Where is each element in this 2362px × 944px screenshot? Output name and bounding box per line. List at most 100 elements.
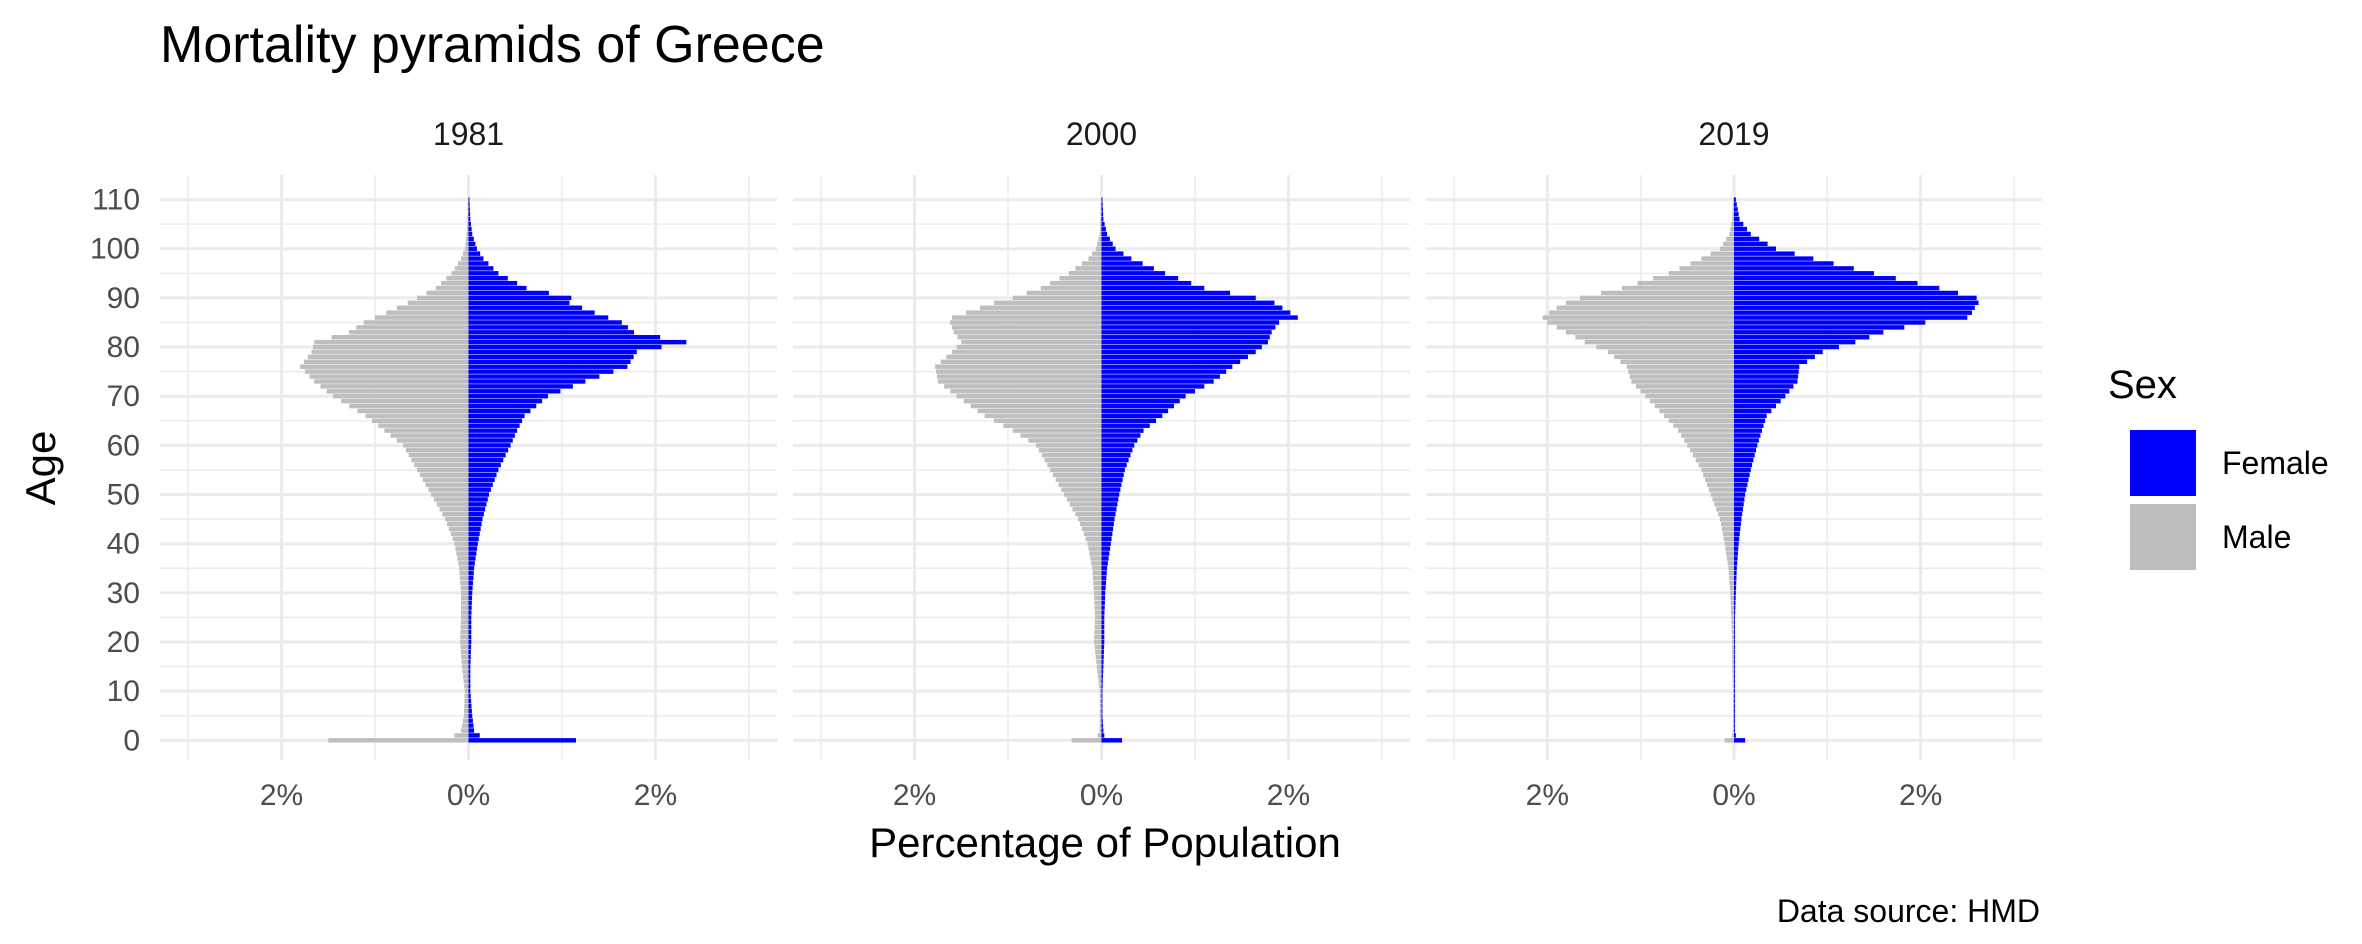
bar-female-age-15 — [1101, 664, 1104, 669]
bar-female-age-11 — [1101, 684, 1103, 689]
bar-male-age-92 — [1622, 285, 1734, 291]
bar-male-age-61 — [1028, 438, 1102, 443]
bar-female-age-104 — [468, 226, 472, 232]
bar-female-age-81 — [468, 339, 687, 345]
bar-female-age-8 — [1101, 698, 1103, 704]
bar-male-age-59 — [405, 448, 469, 453]
facet-label-1981: 1981 — [433, 116, 504, 152]
bar-female-age-18 — [1101, 649, 1104, 655]
bar-female-age-29 — [1101, 595, 1106, 600]
bar-female-age-37 — [1101, 556, 1109, 561]
bar-female-age-95 — [1101, 271, 1166, 276]
bar-female-age-20 — [1101, 639, 1105, 645]
bar-male-age-83 — [1566, 330, 1734, 335]
bar-female-age-64 — [468, 423, 520, 428]
bar-male-age-20 — [460, 639, 469, 645]
bar-male-age-6 — [1099, 708, 1102, 714]
bar-male-age-97 — [457, 261, 469, 266]
bar-male-age-10 — [464, 688, 469, 694]
bar-female-age-29 — [468, 595, 473, 600]
bar-female-age-80 — [1734, 344, 1839, 350]
bar-female-age-17 — [1101, 654, 1104, 659]
bar-male-age-42 — [450, 531, 469, 537]
bar-female-age-77 — [1101, 359, 1241, 365]
bar-male-age-37 — [1726, 556, 1734, 561]
bar-female-age-53 — [1734, 477, 1749, 483]
bar-male-age-91 — [426, 290, 469, 296]
bar-male-age-103 — [1099, 231, 1102, 237]
bar-female-age-75 — [1734, 369, 1799, 374]
bar-male-age-81 — [314, 339, 469, 345]
bar-female-age-81 — [1734, 339, 1856, 345]
bar-female-age-65 — [468, 418, 523, 424]
bar-female-age-14 — [1101, 669, 1104, 674]
bar-male-age-49 — [1712, 497, 1734, 502]
bar-female-age-74 — [1101, 374, 1220, 379]
bar-male-age-87 — [386, 310, 469, 315]
bar-female-age-52 — [468, 482, 493, 487]
bar-male-age-76 — [935, 364, 1102, 369]
x-axis-label: Percentage of Population — [869, 819, 1341, 866]
bar-male-age-20 — [1094, 639, 1102, 645]
bar-male-age-4 — [1733, 718, 1734, 723]
bar-female-age-52 — [1101, 482, 1122, 487]
bar-male-age-90 — [417, 295, 469, 301]
bar-male-age-10 — [1099, 688, 1102, 694]
bar-female-age-51 — [468, 487, 491, 492]
bar-female-age-26 — [1101, 610, 1105, 615]
bar-male-age-75 — [304, 369, 469, 374]
bar-female-age-67 — [468, 408, 531, 414]
bar-female-age-57 — [468, 457, 504, 463]
bar-male-age-89 — [407, 300, 469, 306]
bar-male-age-22 — [1731, 629, 1734, 635]
bar-male-age-37 — [1090, 556, 1102, 561]
bar-female-age-58 — [468, 452, 506, 458]
bar-female-age-92 — [1101, 285, 1205, 291]
bar-female-age-12 — [468, 679, 471, 684]
bar-female-age-43 — [1734, 526, 1741, 532]
bar-female-age-73 — [1734, 379, 1798, 384]
bar-male-age-51 — [428, 487, 469, 492]
bar-male-age-64 — [1673, 423, 1734, 428]
bar-female-age-33 — [1734, 575, 1737, 581]
bar-female-age-76 — [1101, 364, 1233, 369]
bar-male-age-83 — [348, 330, 469, 335]
bar-female-age-31 — [468, 585, 473, 591]
bar-female-age-91 — [1734, 290, 1958, 296]
bar-female-age-72 — [1734, 384, 1794, 389]
bar-male-age-79 — [951, 349, 1102, 355]
bar-male-age-46 — [1075, 511, 1102, 517]
bar-male-age-94 — [1059, 276, 1102, 281]
bar-male-age-86 — [951, 315, 1102, 320]
bar-male-age-96 — [1679, 266, 1734, 271]
y-tick-label: 10 — [107, 675, 140, 708]
bar-female-age-35 — [1101, 566, 1108, 571]
bar-male-age-31 — [460, 585, 469, 591]
bar-female-age-107 — [468, 212, 471, 217]
bar-male-age-30 — [1730, 590, 1734, 596]
bar-female-age-84 — [468, 325, 628, 330]
bar-male-age-56 — [1698, 462, 1734, 468]
bar-male-age-74 — [1629, 374, 1734, 379]
bar-female-age-25 — [1734, 615, 1735, 620]
bar-female-age-68 — [1101, 403, 1174, 409]
bar-female-age-63 — [1734, 428, 1762, 433]
bar-female-age-89 — [1734, 300, 1979, 306]
bar-male-age-91 — [1601, 290, 1734, 296]
bar-female-age-7 — [1101, 703, 1103, 709]
bar-male-age-15 — [1732, 664, 1734, 669]
bar-female-age-44 — [468, 521, 482, 527]
bar-female-age-40 — [468, 541, 478, 546]
bar-male-age-9 — [1733, 693, 1734, 699]
bar-male-age-70 — [1645, 394, 1734, 399]
bar-male-age-59 — [1690, 448, 1734, 453]
bar-male-age-13 — [1097, 674, 1102, 679]
bar-male-age-67 — [1659, 408, 1734, 414]
bar-female-age-93 — [1101, 280, 1192, 286]
bar-female-age-64 — [1734, 423, 1764, 428]
bar-male-age-66 — [1664, 413, 1734, 419]
bar-female-age-39 — [468, 546, 478, 551]
bar-male-age-44 — [1079, 521, 1102, 527]
bar-male-age-94 — [446, 276, 469, 281]
bar-male-age-110 — [1101, 197, 1102, 202]
